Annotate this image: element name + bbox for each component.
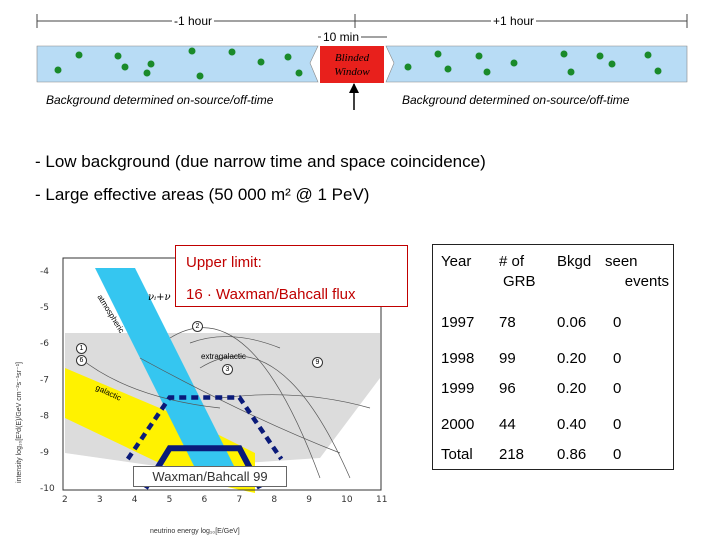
y-tick-label: -5 <box>40 303 49 313</box>
table-cell: 1998 <box>441 349 475 367</box>
plus-one-hour-label: +1 hour <box>491 14 537 28</box>
curve-number-9: 9 <box>312 357 323 368</box>
x-tick-label: 3 <box>97 495 103 505</box>
axis-ticks: 2 3 4 5 6 7 8 9 10 11 -4 -5 -6 -7 -8 -9 -10 <box>40 267 387 505</box>
table-cell: 0.20 <box>557 349 587 367</box>
curve-number-1: 1 <box>76 343 87 354</box>
table-cell: 0.86 <box>557 445 587 463</box>
table-cell: 0 <box>613 415 622 433</box>
header-year: Year <box>441 253 472 270</box>
upper-limit-box: Upper limit: 16 · Waxman/Bahcall flux <box>175 245 408 307</box>
waxman-bahcall-label: Waxman/Bahcall 99 <box>133 466 287 487</box>
header-grb: # of GRB <box>491 245 549 308</box>
table-cell: 44 <box>499 415 516 433</box>
header-grb-line2: GRB <box>503 273 536 290</box>
table-cell: 0 <box>613 445 622 463</box>
x-tick-label: 2 <box>62 495 68 505</box>
waxman-bahcall-16x-line <box>125 395 284 461</box>
row-1997: 1997 78 0.06 0 <box>433 307 674 337</box>
extragalactic-band-label: extragalactic <box>201 352 246 361</box>
ten-min-label: 10 min <box>321 30 362 44</box>
event-dots <box>54 47 662 80</box>
grb-table: Year # of GRB Bkgd seen events 1997 78 0.0… <box>432 244 674 470</box>
row-1999: 1999 96 0.20 0 <box>433 373 674 403</box>
x-axis-label: neutrino energy log₁₀[E/GeV] <box>150 528 240 535</box>
curve-number-2: 2 <box>192 321 203 332</box>
x-tick-label: 11 <box>376 495 387 505</box>
header-events: events <box>624 273 669 290</box>
background-left-label: Background determined on-source/off-time <box>46 93 274 107</box>
y-tick-label: -9 <box>40 448 49 458</box>
left-time-band <box>36 45 319 83</box>
header-seen-events: seen events <box>605 245 674 308</box>
minus-one-hour-label: -1 hour <box>172 14 215 28</box>
table-header-row: Year # of GRB Bkgd seen events <box>433 245 674 308</box>
blinded-window-label-line1: Blinded <box>334 52 370 64</box>
table-cell: 0.20 <box>557 379 587 397</box>
table-cell: 1999 <box>441 379 475 397</box>
y-axis-label: intensity log₁₀[E²d(E)/GeV cm⁻²s⁻¹sr⁻¹] <box>16 362 23 483</box>
table-cell: 99 <box>499 349 516 367</box>
bullet-effective-areas: - Large effective areas (50 000 m² @ 1 P… <box>35 185 370 204</box>
table-cell: 78 <box>499 313 516 331</box>
table-cell: 0.06 <box>557 313 587 331</box>
galactic-band <box>65 368 195 480</box>
header-bkgd: Bkgd <box>557 253 592 270</box>
y-tick-label: -7 <box>40 375 49 385</box>
flux-plot: 2 3 4 5 6 7 8 9 10 11 -4 -5 -6 -7 -8 -9 -10 atmospheric … <box>16 248 390 540</box>
y-tick-label: -8 <box>40 412 49 422</box>
table-cell: 1997 <box>441 313 475 331</box>
timeline-graphic <box>36 14 688 110</box>
x-tick-label: 9 <box>306 495 312 505</box>
flux-plot-svg: 2 3 4 5 6 7 8 9 10 11 -4 -5 -6 -7 -8 -9 -10 <box>40 257 387 505</box>
row-2000: 2000 44 0.40 0 <box>433 403 674 439</box>
curve-number-3: 3 <box>222 364 233 375</box>
x-tick-label: 7 <box>236 495 242 505</box>
table-cell: 96 <box>499 379 516 397</box>
x-tick-label: 10 <box>341 495 353 505</box>
row-total: Total 218 0.86 0 <box>433 439 674 470</box>
timeline: -1 hour +1 hour 10 min Blinded Window Ba… <box>0 0 720 110</box>
table-cell: 0 <box>613 313 622 331</box>
table-cell: 2000 <box>441 415 475 433</box>
header-grb-line1: # of <box>499 253 525 270</box>
upper-limit-title: Upper limit: <box>186 254 262 271</box>
y-tick-label: -6 <box>40 339 49 349</box>
x-tick-label: 6 <box>202 495 208 505</box>
blinded-window-label-line2: Window <box>334 66 370 78</box>
table-cell: 0 <box>613 349 622 367</box>
x-tick-label: 5 <box>167 495 173 505</box>
row-1998: 1998 99 0.20 0 <box>433 337 674 373</box>
header-seen: seen <box>605 253 638 270</box>
x-tick-label: 4 <box>132 495 138 505</box>
y-tick-label: -10 <box>40 484 55 494</box>
right-time-band <box>385 45 688 83</box>
table-cell: 0 <box>613 379 622 397</box>
legend-fragment: νᵢ+ν <box>148 292 171 303</box>
upper-limit-value: 16 · Waxman/Bahcall flux <box>186 286 356 303</box>
bullet-low-background: - Low background (due narrow time and sp… <box>35 152 486 171</box>
table-cell: Total <box>441 445 473 463</box>
y-tick-label: -4 <box>40 267 49 277</box>
curve-number-6: 6 <box>76 355 87 366</box>
table-cell: 218 <box>499 445 525 463</box>
background-right-label: Background determined on-source/off-time <box>402 93 630 107</box>
x-tick-label: 8 <box>271 495 277 505</box>
table-cell: 0.40 <box>557 415 587 433</box>
blinded-window <box>320 46 384 83</box>
